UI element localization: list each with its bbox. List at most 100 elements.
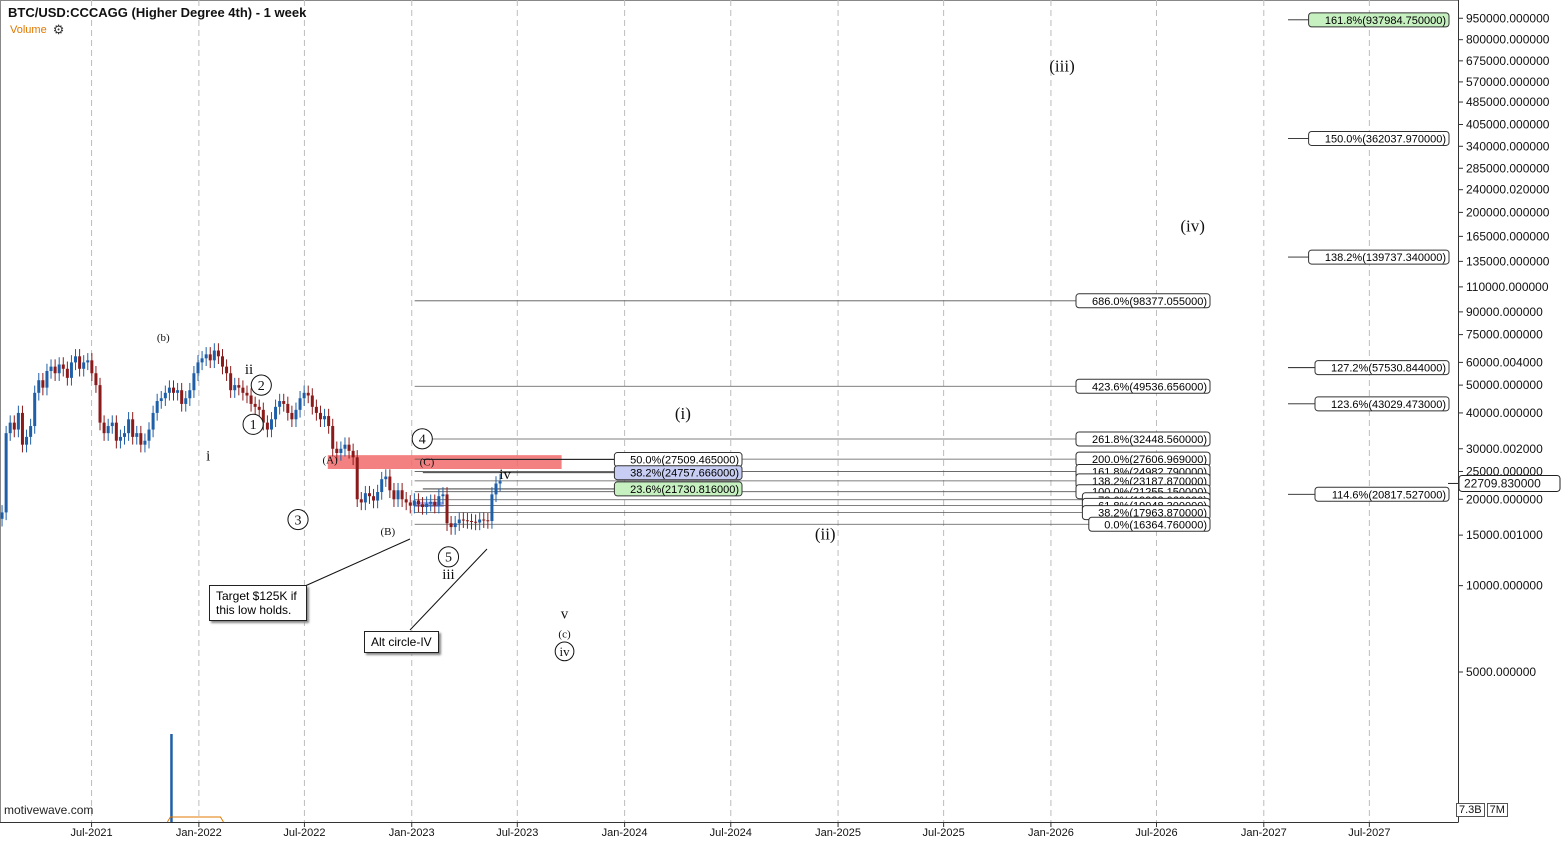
candle-body <box>57 364 61 374</box>
gear-icon[interactable]: ⚙ <box>52 22 65 37</box>
candle-body <box>45 370 49 388</box>
alt-circle-iv-note[interactable]: Alt circle-IV <box>364 631 439 653</box>
wave-label: ii <box>245 362 253 378</box>
x-tick-label: Jul-2025 <box>923 827 965 839</box>
candle-body <box>314 406 318 413</box>
candle-body <box>486 520 490 522</box>
fib-level-tag[interactable]: 261.8%(32448.560000) <box>1075 431 1211 447</box>
candle-body <box>465 520 469 522</box>
candle-body <box>355 457 359 500</box>
candle-body <box>229 373 233 391</box>
wave-label: iv <box>499 467 511 483</box>
candle-body <box>323 416 327 420</box>
x-tick-label: Jul-2027 <box>1348 827 1390 839</box>
retracement-label: 38.2%(24757.666000) <box>630 468 739 480</box>
volume-axis-top: 7.3B <box>1456 803 1485 817</box>
candle-body <box>449 523 453 528</box>
candle-body <box>302 392 306 399</box>
candle-body <box>310 395 314 407</box>
volume-marker <box>166 816 224 823</box>
volume-axis-bottom: 7M <box>1486 803 1508 817</box>
x-tick-label: Jul-2023 <box>496 827 538 839</box>
y-tick-label: 60000.004000 <box>1466 355 1543 369</box>
x-tick-label: Jan-2023 <box>389 827 435 839</box>
candle-body <box>327 416 331 427</box>
fib-level-tag[interactable]: 38.2%(17963.870000) <box>1081 505 1211 521</box>
extension-label: 138.2%(139737.340000) <box>1325 252 1446 264</box>
extension-box <box>1314 396 1450 412</box>
candle-body <box>290 412 294 420</box>
y-tick-label: 285000.000000 <box>1466 161 1550 175</box>
y-tick-label: 5000.000000 <box>1466 665 1536 679</box>
candle-body <box>4 433 8 513</box>
y-tick-label: 30000.002000 <box>1466 442 1543 456</box>
candle-body <box>441 494 445 497</box>
candle-body <box>200 358 204 363</box>
candle-body <box>16 412 20 430</box>
target-note-text: Target $125K if this low holds. <box>216 589 297 617</box>
candle-body <box>429 501 433 504</box>
extension-box <box>1308 12 1450 28</box>
candle-body <box>212 350 216 361</box>
support-zone <box>414 501 444 507</box>
fib-level-tag[interactable]: 0.0%(16364.760000) <box>1088 516 1211 532</box>
candle-body <box>237 385 241 388</box>
candle-body <box>53 366 57 374</box>
wave-label: (A) <box>322 454 338 466</box>
candle-body <box>37 380 41 393</box>
candle-body <box>421 504 425 507</box>
fib-level-tag[interactable]: 686.0%(98377.055000) <box>1075 293 1211 309</box>
fib-level-tag[interactable]: 423.6%(49536.656000) <box>1075 378 1211 394</box>
candle-body <box>114 422 118 441</box>
resistance-zone <box>327 455 562 470</box>
candle-body <box>388 476 392 491</box>
y-tick-label: 240000.020000 <box>1466 183 1550 197</box>
volume-indicator-row[interactable]: Volume ⚙ <box>10 22 64 38</box>
x-tick-label: Jan-2024 <box>602 827 648 839</box>
candle-body <box>167 387 171 393</box>
alt-note-text: Alt circle-IV <box>371 635 432 649</box>
candle-body <box>286 403 290 413</box>
candle-body <box>474 521 478 523</box>
wave-circle <box>250 374 272 396</box>
extension-box <box>1308 249 1450 265</box>
candle-body <box>453 523 457 528</box>
candle-body <box>184 398 188 404</box>
candle-body <box>204 354 208 359</box>
candle-body <box>0 512 4 519</box>
candle-body <box>396 490 400 500</box>
candle-body <box>249 395 253 404</box>
fib-level-label: 261.8%(32448.560000) <box>1092 434 1207 446</box>
candle-body <box>147 429 151 441</box>
candle-body <box>359 499 363 503</box>
candle-body <box>127 419 131 434</box>
y-tick-label: 340000.000000 <box>1466 139 1550 153</box>
candle-body <box>196 362 200 374</box>
candle-body <box>461 519 465 521</box>
y-tick-label: 50000.000000 <box>1466 378 1543 392</box>
candle-body <box>188 390 192 399</box>
volume-label[interactable]: Volume <box>10 24 47 36</box>
fib-level-box <box>1075 293 1211 309</box>
x-tick-label: Jul-2024 <box>710 827 752 839</box>
plot-frame <box>0 0 1459 823</box>
y-tick-label: 10000.000000 <box>1466 579 1543 593</box>
fib-level-box <box>1088 516 1211 532</box>
y-tick-label: 165000.000000 <box>1466 229 1550 243</box>
target-note[interactable]: Target $125K if this low holds. <box>209 585 307 621</box>
candle-body <box>220 356 224 367</box>
candle-body <box>257 406 261 410</box>
y-tick-label: 675000.000000 <box>1466 54 1550 68</box>
candle-body <box>380 479 384 493</box>
chart-header: BTC/USD:CCCAGG (Higher Degree 4th) - 1 w… <box>8 5 306 20</box>
candle-body <box>176 390 180 393</box>
candle-body <box>20 412 24 445</box>
wave-label: v <box>561 607 569 623</box>
candle-body <box>8 422 12 434</box>
candle-body <box>457 519 461 524</box>
candle-body <box>216 350 220 357</box>
fib-level-tag[interactable]: 200.0%(27606.969000) <box>1075 451 1211 467</box>
candle-body <box>172 387 176 393</box>
